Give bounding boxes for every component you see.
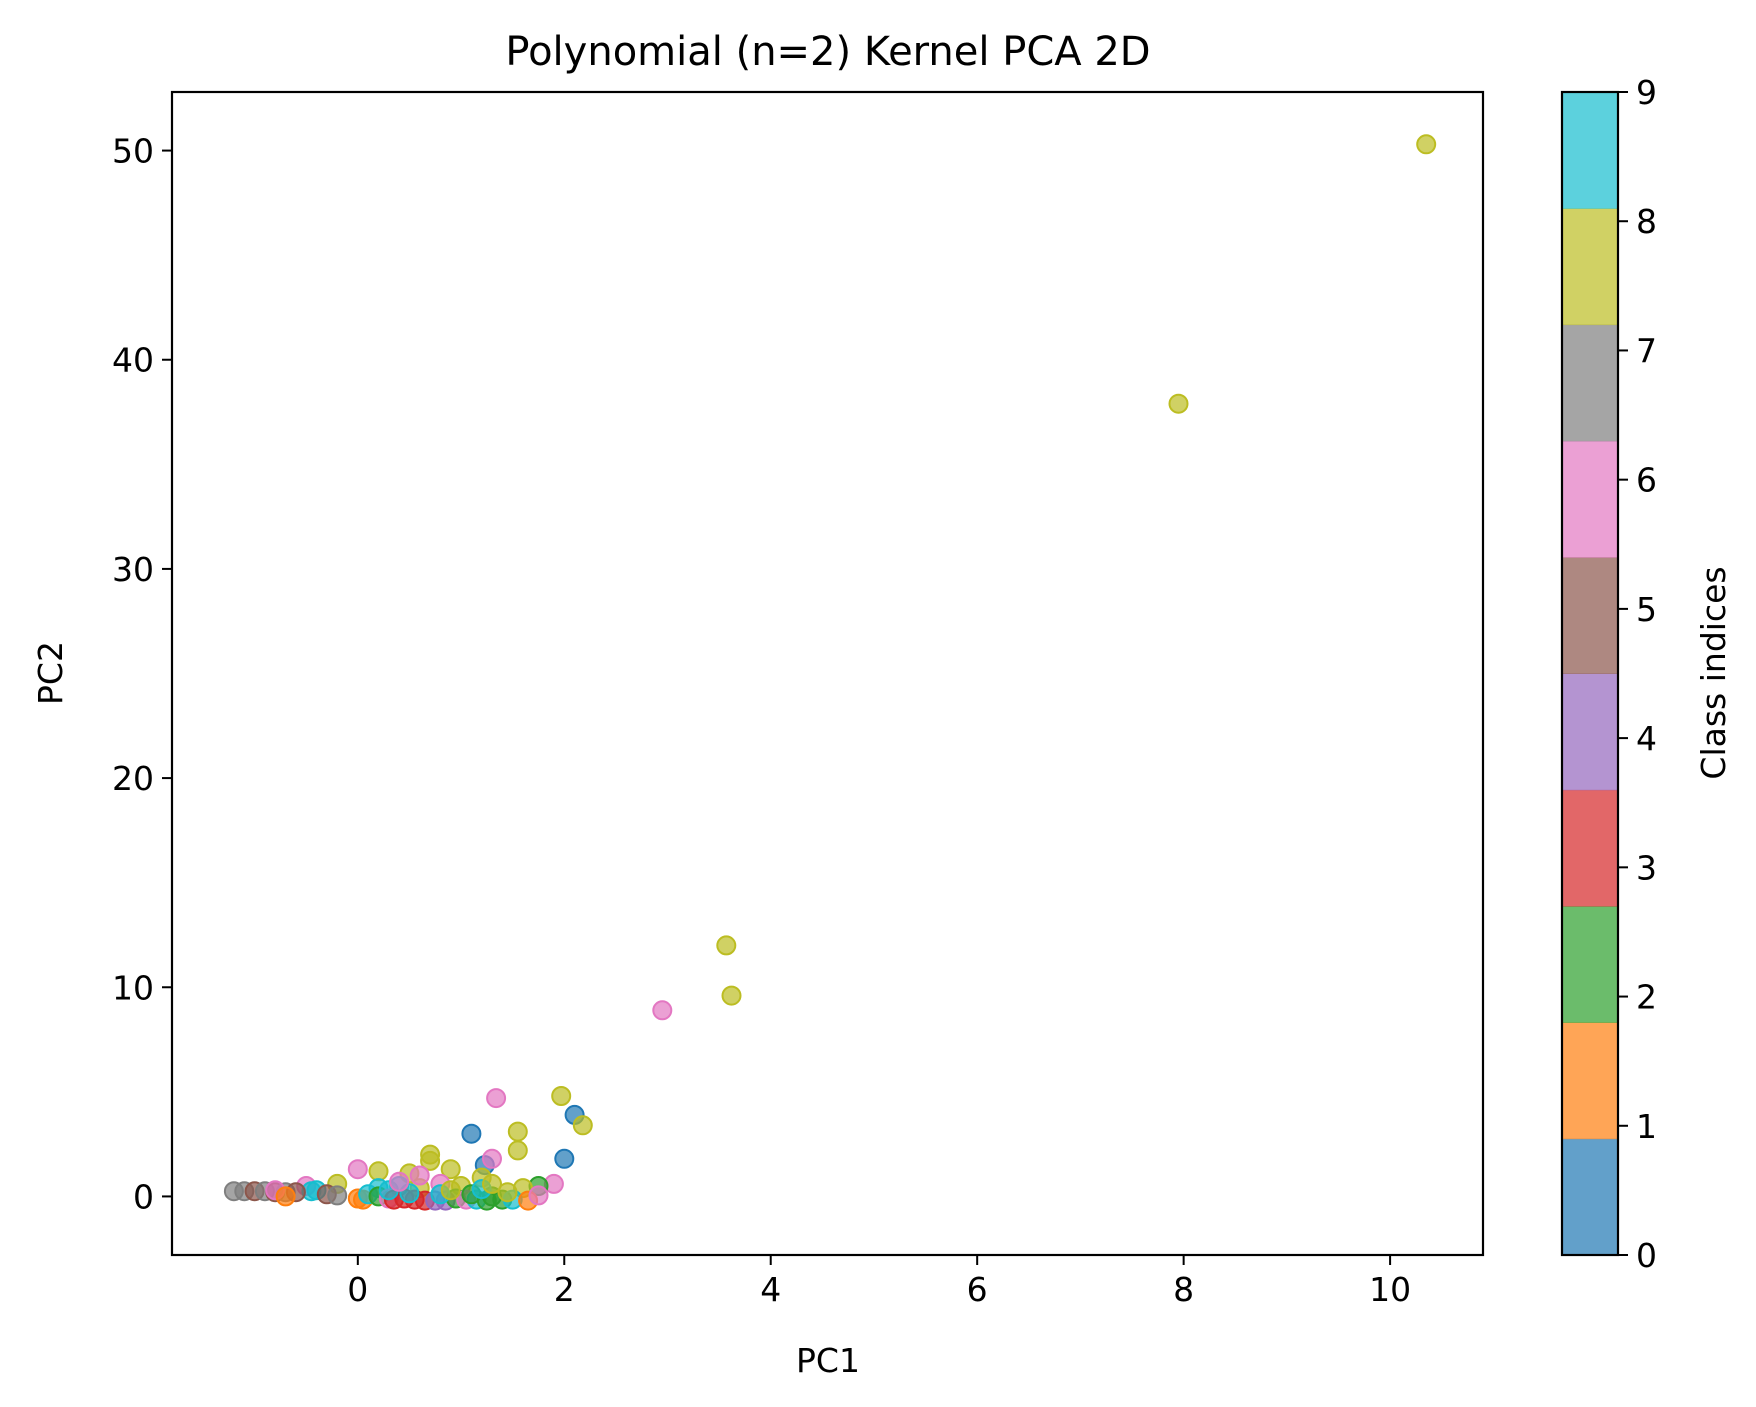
scatter-point xyxy=(507,1140,528,1161)
colorbar-tick-label: 3 xyxy=(1636,848,1657,887)
x-axis-ticks: 0 2 4 6 8 10 xyxy=(347,1255,1411,1309)
scatter-point xyxy=(652,1000,673,1021)
colorbar-tick-label: 8 xyxy=(1636,202,1657,241)
colorbar-segment xyxy=(1562,324,1618,442)
scatter-point xyxy=(551,1086,572,1106)
x-tick-label: 6 xyxy=(967,1270,988,1309)
colorbar-segment xyxy=(1562,1138,1618,1256)
colorbar-segment xyxy=(1562,1022,1618,1140)
scatter-point xyxy=(528,1185,549,1206)
colorbar: 0 1 2 3 4 5 6 7 8 9 xyxy=(1560,73,1657,1275)
scatter-point xyxy=(1416,134,1437,155)
scatter-point xyxy=(327,1185,348,1206)
y-axis-ticks: 0 10 20 30 40 50 xyxy=(112,132,172,1216)
scatter-point xyxy=(716,935,737,956)
y-tick-label: 20 xyxy=(112,759,154,798)
colorbar-segment xyxy=(1562,92,1618,209)
colorbar-segment xyxy=(1562,208,1618,326)
scatter-point xyxy=(461,1123,482,1144)
scatter-point xyxy=(482,1173,502,1194)
scatter-point xyxy=(368,1161,389,1182)
colorbar-segment xyxy=(1562,906,1618,1023)
scatter-point xyxy=(440,1180,461,1201)
chart-title: Polynomial (n=2) Kernel PCA 2D xyxy=(505,29,1150,75)
y-tick-label: 40 xyxy=(112,341,154,380)
scatter-point xyxy=(409,1165,430,1186)
colorbar-segment xyxy=(1562,673,1618,791)
x-tick-label: 4 xyxy=(760,1270,781,1309)
x-tick-label: 10 xyxy=(1369,1270,1411,1309)
scatter-point xyxy=(497,1182,518,1203)
colorbar-tick-label: 2 xyxy=(1636,978,1657,1017)
scatter-point xyxy=(572,1115,593,1136)
colorbar-segment xyxy=(1562,557,1618,674)
scatter-point xyxy=(420,1150,441,1171)
scatter-point xyxy=(721,985,742,1006)
colorbar-tick-label: 9 xyxy=(1636,73,1657,112)
y-tick-label: 10 xyxy=(112,968,154,1007)
scatter-point xyxy=(1168,393,1189,414)
colorbar-tick-label: 4 xyxy=(1636,719,1657,758)
scatter-point xyxy=(440,1159,461,1180)
points-layer xyxy=(223,134,1437,1211)
scatter-point xyxy=(486,1088,507,1109)
scatter-point xyxy=(507,1121,528,1142)
colorbar-frame xyxy=(1560,90,1620,1257)
scatter-point xyxy=(482,1148,502,1169)
scatter-point xyxy=(554,1148,575,1169)
scatter-point xyxy=(389,1171,410,1192)
x-axis-label: PC1 xyxy=(796,1341,860,1380)
colorbar-label: Class indices xyxy=(1694,566,1733,779)
colorbar-tick-label: 1 xyxy=(1636,1107,1657,1146)
x-tick-label: 2 xyxy=(554,1270,575,1309)
y-axis-label: PC2 xyxy=(31,641,70,705)
colorbar-segment xyxy=(1562,440,1618,558)
plot-area-frame xyxy=(170,90,1485,1257)
y-tick-label: 50 xyxy=(112,132,154,171)
colorbar-segment xyxy=(1562,789,1618,907)
x-tick-label: 0 xyxy=(347,1270,368,1309)
scatter-point xyxy=(347,1159,368,1180)
colorbar-tick-label: 6 xyxy=(1636,461,1657,500)
y-tick-label: 0 xyxy=(133,1177,154,1216)
colorbar-tick-label: 0 xyxy=(1636,1236,1657,1275)
colorbar-tick-label: 7 xyxy=(1636,331,1657,370)
scatter-point xyxy=(275,1186,296,1207)
x-tick-label: 8 xyxy=(1173,1270,1194,1309)
y-tick-label: 30 xyxy=(112,550,154,589)
colorbar-tick-label: 5 xyxy=(1636,590,1657,629)
